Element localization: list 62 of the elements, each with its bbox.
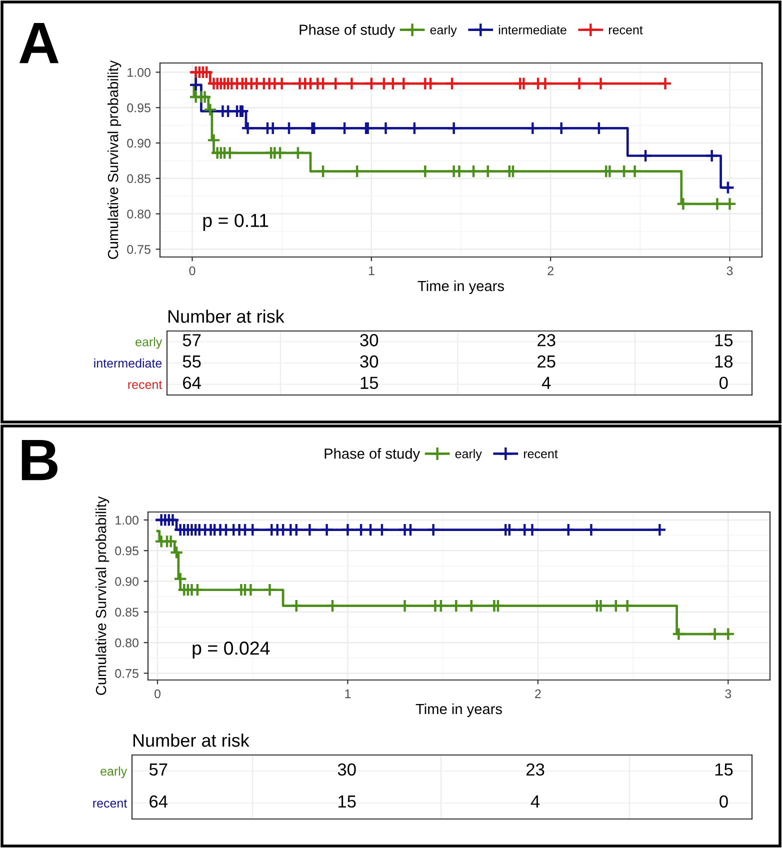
data-label: 23 — [526, 763, 544, 776]
chart-title: Number at risk — [133, 734, 250, 747]
legend-title: Phase of study — [300, 24, 396, 38]
data-label: 15 — [715, 334, 733, 346]
y-tick-label: 0.75 — [127, 245, 150, 254]
x-axis-title: Time in years — [418, 280, 504, 294]
y-tick-label: recent — [93, 799, 128, 808]
data-label: 0 — [719, 376, 728, 389]
y-axis-title: Cumulative Survival probability — [95, 496, 110, 695]
data-label: 55 — [182, 356, 201, 368]
y-tick-label: 0.75 — [115, 669, 138, 678]
y-tick-label: early — [136, 337, 162, 349]
y-tick-label: 0.85 — [127, 174, 150, 184]
y-tick-label: 0.90 — [127, 138, 150, 148]
data-label: 15 — [360, 376, 378, 389]
legend-label: recent — [608, 26, 643, 34]
annotation: p = 0.024 — [192, 642, 270, 658]
x-tick-label: 0 — [154, 689, 160, 698]
x-tick-label: 3 — [726, 266, 733, 276]
y-tick-label: early — [100, 766, 128, 778]
chart-title: Number at risk — [168, 310, 284, 323]
y-tick-label: 0.95 — [127, 103, 150, 112]
legend-label: early — [430, 25, 457, 37]
y-tick-label: 0.80 — [115, 638, 138, 648]
data-label: 18 — [715, 355, 733, 368]
y-tick-label: 0.85 — [115, 608, 138, 617]
y-tick-label: 0.80 — [127, 210, 150, 218]
data-label: 25 — [538, 355, 556, 368]
x-tick-label: 1 — [345, 689, 351, 698]
legend-label: intermediate — [498, 25, 566, 34]
y-tick-label: 1.00 — [116, 516, 138, 525]
y-tick-label: 0.95 — [115, 546, 138, 556]
data-label: 30 — [360, 355, 378, 368]
data-label: 15 — [338, 796, 356, 808]
annotation: p = 0.11 — [203, 214, 268, 231]
y-tick-label: recent — [128, 380, 162, 389]
legend-label: recent — [524, 450, 558, 458]
y-tick-label: intermediate — [94, 358, 162, 368]
data-label: 15 — [715, 764, 733, 776]
y-axis-title: Cumulative Survival probability — [107, 60, 122, 259]
x-tick-label: 2 — [548, 266, 554, 276]
data-label: 23 — [538, 334, 556, 346]
x-tick-label: 2 — [535, 689, 541, 698]
x-tick-label: 3 — [725, 689, 732, 698]
data-label: 57 — [149, 764, 168, 776]
data-label: 57 — [182, 334, 201, 346]
data-label: 4 — [542, 376, 551, 389]
data-label: 0 — [720, 795, 728, 808]
legend-label: early — [455, 449, 482, 461]
data-label: 30 — [338, 763, 356, 776]
data-label: 64 — [150, 795, 168, 808]
chart-title: A — [19, 22, 59, 64]
legend-title: Phase of study — [324, 448, 420, 462]
data-label: 64 — [183, 376, 201, 389]
y-tick-label: 1.00 — [128, 68, 150, 77]
x-axis-title: Time in years — [416, 703, 502, 718]
data-label: 4 — [530, 796, 540, 808]
data-label: 30 — [360, 334, 378, 346]
y-tick-label: 0.90 — [115, 577, 138, 586]
x-tick-label: 1 — [368, 266, 374, 276]
chart-title: B — [22, 440, 58, 480]
x-tick-label: 0 — [189, 266, 196, 276]
